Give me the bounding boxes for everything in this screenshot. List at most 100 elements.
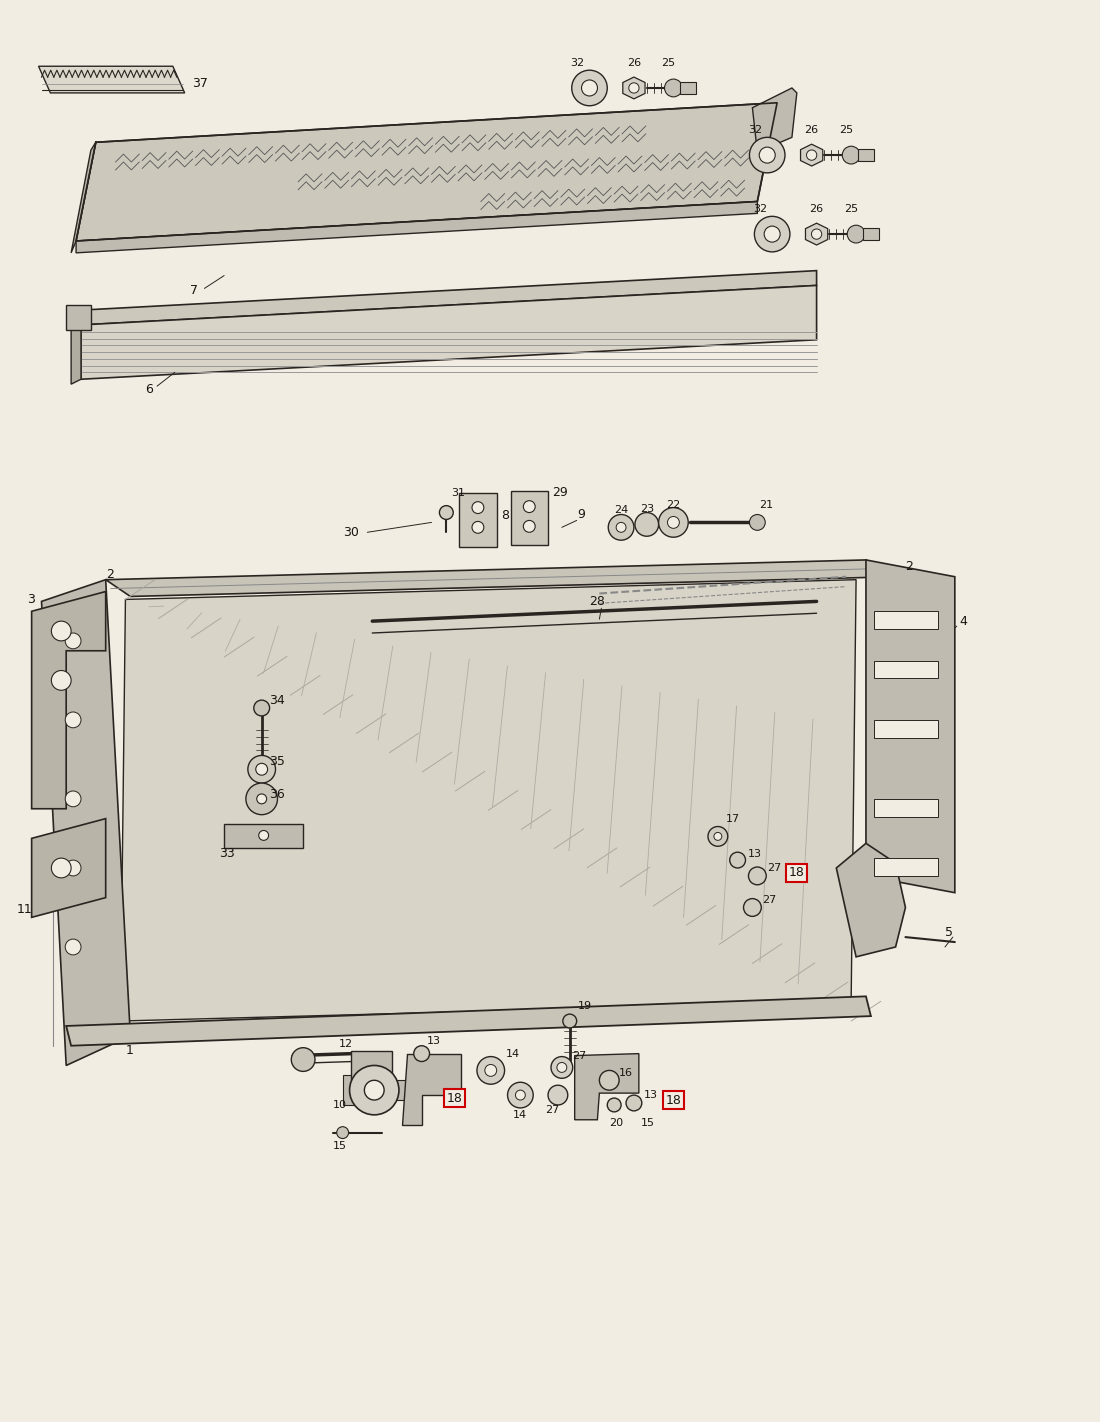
Text: 14: 14 [506,1048,519,1058]
Bar [858,149,873,161]
Text: 33: 33 [219,846,235,860]
Circle shape [764,226,780,242]
Text: 26: 26 [810,205,824,215]
Text: 2: 2 [905,560,913,573]
Text: 18: 18 [789,866,805,879]
Circle shape [847,225,865,243]
Text: 31: 31 [451,488,465,498]
Text: 25: 25 [661,58,675,68]
Text: 18: 18 [447,1092,462,1105]
Circle shape [664,80,682,97]
Circle shape [551,1057,573,1078]
Polygon shape [866,560,955,893]
Circle shape [563,1014,576,1028]
Text: 28: 28 [590,594,605,607]
Circle shape [557,1062,566,1072]
Text: 35: 35 [268,755,285,768]
Text: 4: 4 [960,614,968,627]
Polygon shape [801,144,823,166]
Text: 7: 7 [189,284,198,297]
Circle shape [626,1095,641,1111]
Bar [873,661,938,678]
Text: 13: 13 [748,849,761,859]
Text: 2: 2 [106,569,113,582]
Polygon shape [72,316,81,384]
Circle shape [744,899,761,916]
Circle shape [507,1082,534,1108]
Text: 27: 27 [546,1105,559,1115]
Bar [510,491,548,545]
Polygon shape [39,67,185,92]
Bar [351,1051,392,1081]
Text: 6: 6 [145,383,153,395]
Circle shape [414,1045,429,1061]
Polygon shape [836,843,905,957]
Text: 27: 27 [572,1051,586,1061]
Circle shape [65,791,81,806]
Text: 26: 26 [627,58,641,68]
Text: 24: 24 [614,505,628,515]
Polygon shape [121,580,856,1021]
Circle shape [477,1057,505,1084]
Circle shape [246,784,277,815]
Text: 22: 22 [667,499,681,509]
Circle shape [524,520,536,532]
Circle shape [52,621,72,641]
Polygon shape [574,1054,639,1119]
Circle shape [485,1065,497,1076]
Circle shape [600,1071,619,1091]
Text: 3: 3 [26,593,34,606]
Circle shape [749,138,785,173]
Text: 1: 1 [125,1044,133,1057]
Circle shape [708,826,728,846]
Circle shape [629,82,639,92]
Polygon shape [66,997,871,1045]
Circle shape [292,1048,315,1071]
Circle shape [668,516,680,529]
Circle shape [607,1098,621,1112]
Polygon shape [81,286,816,380]
Polygon shape [32,819,106,917]
Circle shape [52,671,72,690]
Bar [224,823,304,849]
Circle shape [616,522,626,532]
Bar [873,799,938,816]
Circle shape [65,712,81,728]
Polygon shape [805,223,827,245]
Polygon shape [76,202,757,253]
Circle shape [524,501,536,512]
Circle shape [635,512,659,536]
Text: 11: 11 [16,903,33,916]
Circle shape [582,80,597,95]
Polygon shape [42,580,131,1065]
Circle shape [472,502,484,513]
Polygon shape [76,102,777,240]
Circle shape [516,1091,526,1101]
Polygon shape [623,77,645,100]
Circle shape [812,229,822,239]
Text: 16: 16 [619,1068,634,1078]
Text: 18: 18 [666,1094,681,1106]
Text: 19: 19 [578,1001,592,1011]
Circle shape [65,633,81,648]
Text: 17: 17 [726,813,740,823]
Circle shape [749,515,766,530]
Text: 23: 23 [640,503,653,513]
Text: 29: 29 [552,486,568,499]
Text: 14: 14 [514,1109,527,1121]
Bar [873,611,938,629]
Text: 13: 13 [644,1091,658,1101]
Bar [459,493,497,547]
Text: 12: 12 [339,1038,353,1049]
Bar [680,82,696,94]
Text: 27: 27 [762,894,777,904]
Circle shape [608,515,634,540]
Circle shape [254,700,270,715]
Text: 36: 36 [268,788,284,802]
Text: 21: 21 [759,499,773,509]
Text: 32: 32 [571,58,585,68]
Circle shape [843,146,860,164]
Circle shape [65,860,81,876]
Polygon shape [752,88,796,152]
Text: 27: 27 [767,863,781,873]
